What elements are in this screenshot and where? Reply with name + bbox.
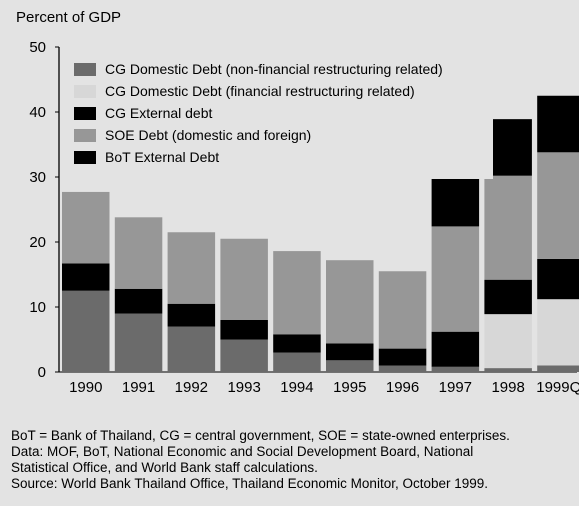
legend-entry: CG Domestic Debt (financial restructurin…	[105, 83, 415, 99]
x-tick-label: 1992	[175, 379, 208, 396]
bar-segment-1998-series-0	[484, 368, 532, 372]
bar-segment-1992-series-2	[167, 303, 216, 327]
bar-segment-1996-series-3	[378, 271, 427, 349]
bar-segment-1999Q2-series-1	[537, 299, 579, 366]
data-note-line-1: Data: MOF, BoT, National Economic and So…	[11, 444, 474, 459]
bar-segment-1991-series-2	[114, 288, 163, 314]
x-tick-label: 1998	[491, 379, 524, 396]
bar-segment-1995-series-3	[326, 260, 374, 344]
x-tick-label: 1991	[122, 379, 155, 396]
legend-swatch	[74, 63, 96, 76]
bar-segment-1999Q2-series-4	[537, 95, 579, 153]
bar-segment-1994-series-0	[273, 352, 321, 372]
bar-segment-1994-series-3	[273, 251, 321, 335]
y-tick-label: 40	[29, 104, 46, 121]
bar-segment-1993-series-2	[220, 320, 268, 340]
bar-segment-1997-series-4	[431, 178, 480, 227]
bar-segment-1995-series-0	[326, 360, 374, 372]
bar-segment-1994-series-2	[273, 334, 321, 353]
bar-segment-1997-series-0	[431, 366, 480, 372]
y-tick-label: 0	[38, 364, 46, 381]
x-tick-label: 1997	[439, 379, 472, 396]
bar-segment-1991-series-0	[114, 313, 163, 372]
legend-box	[66, 54, 493, 179]
bar-segment-1992-series-3	[167, 232, 216, 304]
bar-segment-1997-series-3	[431, 226, 480, 332]
bar-segment-1999Q2-series-2	[537, 258, 579, 300]
bar-segment-1996-series-0	[378, 365, 427, 372]
legend-entry: CG External debt	[105, 105, 212, 121]
source-note: Source: World Bank Thailand Office, Thai…	[11, 476, 489, 491]
bar-segment-1992-series-0	[167, 326, 216, 372]
bar-segment-1990-series-0	[62, 290, 110, 372]
y-axis-title: Percent of GDP	[16, 9, 122, 26]
data-note-line-2: Statistical Office, and World Bank staff…	[11, 460, 318, 475]
x-tick-label: 1994	[280, 379, 313, 396]
legend-entry: SOE Debt (domestic and foreign)	[105, 127, 311, 143]
bar-segment-1999Q2-series-3	[537, 152, 579, 259]
bar-segment-1993-series-0	[220, 339, 268, 372]
y-tick-label: 50	[29, 39, 46, 56]
bar-segment-1991-series-3	[114, 217, 163, 289]
bar-segment-1999Q2-series-0	[537, 365, 579, 372]
x-tick-label: 1995	[333, 379, 366, 396]
bar-segment-1997-series-2	[431, 331, 480, 367]
bar-segment-1998-series-3	[484, 175, 532, 280]
x-tick-label: 1990	[69, 379, 102, 396]
y-tick-label: 10	[29, 299, 46, 316]
bar-segment-1996-series-2	[378, 348, 427, 366]
bar-segment-1990-series-2	[62, 263, 110, 291]
y-tick-label: 30	[29, 169, 46, 186]
legend-swatch	[74, 151, 96, 164]
abbreviations-note: BoT = Bank of Thailand, CG = central gov…	[11, 428, 510, 443]
legend-entry: BoT External Debt	[105, 149, 219, 165]
x-tick-label: 1996	[386, 379, 419, 396]
bar-segment-1998-series-2	[484, 279, 532, 315]
legend-swatch	[74, 107, 96, 120]
x-tick-label: 1993	[227, 379, 260, 396]
bar-segment-1990-series-3	[62, 191, 110, 264]
y-tick-label: 20	[29, 234, 46, 251]
bar-segment-1993-series-3	[220, 238, 268, 320]
x-tick-label: 1999Q2	[536, 379, 579, 396]
legend-entry: CG Domestic Debt (non-financial restruct…	[105, 61, 443, 77]
bar-segment-1995-series-2	[326, 343, 374, 361]
chart-notes: BoT = Bank of Thailand, CG = central gov…	[11, 428, 576, 492]
bar-segment-1998-series-1	[484, 314, 532, 369]
legend-swatch	[74, 85, 96, 98]
legend-swatch	[74, 129, 96, 142]
